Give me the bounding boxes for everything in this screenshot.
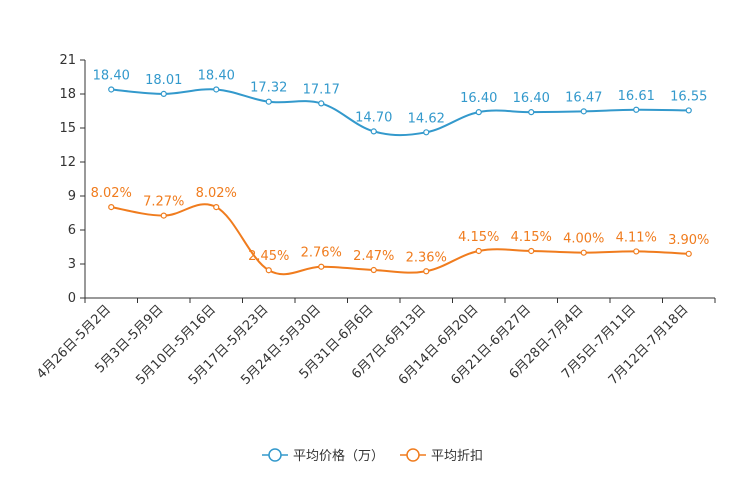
data-label: 4.11% [616,230,657,245]
y-tick-label: 12 [59,155,76,170]
data-label: 2.47% [353,249,394,264]
data-label: 17.32 [250,81,287,96]
data-point[interactable] [160,212,167,219]
series-line-1 [111,88,689,137]
data-label: 4.00% [563,232,604,247]
data-point[interactable] [265,267,272,274]
data-label: 4.15% [511,230,552,245]
data-label: 2.76% [301,246,342,261]
data-label: 2.45% [248,249,289,264]
data-point[interactable] [423,268,430,275]
legend-marker[interactable] [268,448,282,462]
data-label: 16.47 [565,90,602,105]
data-point[interactable] [213,86,220,93]
data-label: 16.55 [670,89,707,104]
data-point[interactable] [528,109,535,116]
data-label: 16.40 [513,91,550,106]
data-point[interactable] [475,247,482,255]
y-tick-label: 18 [59,87,76,102]
data-point[interactable] [580,249,587,256]
data-point[interactable] [475,109,482,116]
data-label: 17.17 [303,82,340,97]
y-tick-label: 21 [59,53,76,68]
data-point[interactable] [685,250,692,257]
y-tick-label: 15 [59,121,76,136]
data-label: 18.40 [198,68,235,83]
data-point[interactable] [685,107,692,114]
y-tick-label: 9 [68,189,76,204]
data-point[interactable] [528,247,535,255]
data-point[interactable] [160,90,167,97]
data-label: 16.40 [460,91,497,106]
data-point[interactable] [108,86,115,93]
data-label: 8.02% [91,186,132,201]
data-label: 16.61 [618,89,655,104]
data-label: 8.02% [196,186,237,201]
data-label: 7.27% [143,195,184,210]
data-point[interactable] [318,100,325,107]
y-tick-label: 0 [68,291,76,306]
data-point[interactable] [370,128,377,135]
data-point[interactable] [423,129,430,136]
data-label: 18.40 [93,68,130,83]
data-label: 2.36% [406,250,447,265]
data-point[interactable] [370,266,377,274]
legend-label[interactable]: 平均价格（万） [293,448,384,464]
data-label: 14.70 [355,110,392,125]
data-point[interactable] [633,106,640,113]
data-point[interactable] [633,248,640,255]
legend-marker[interactable] [406,448,420,462]
data-point[interactable] [580,108,587,115]
y-tick-label: 6 [68,223,76,238]
y-tick-label: 3 [68,257,76,272]
data-label: 3.90% [668,233,709,248]
data-point[interactable] [265,98,272,105]
data-point[interactable] [108,204,115,211]
data-point[interactable] [213,204,220,211]
data-point[interactable] [318,263,325,270]
legend-label[interactable]: 平均折扣 [431,449,483,464]
data-label: 18.01 [145,73,182,88]
data-label: 14.62 [408,111,445,126]
data-label: 4.15% [458,230,499,245]
